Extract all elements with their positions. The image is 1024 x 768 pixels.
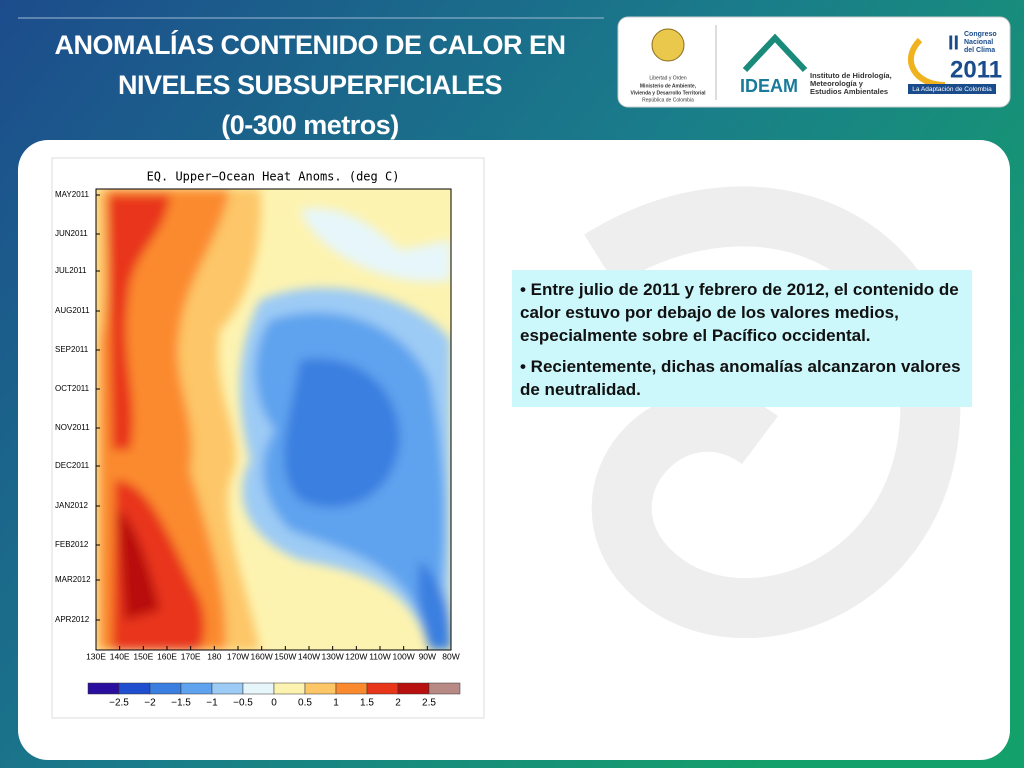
colorbar-swatch (366, 682, 399, 695)
colorbar-swatch (211, 682, 244, 695)
congress-logo: II Congreso Nacional del Clima 2011 La A… (907, 31, 1002, 94)
longitude-labels: 130E 140E 150E 160E 170E 180 170W 160W 150W 140W 1… (86, 646, 460, 661)
logo-text: Meteorología y (810, 79, 864, 88)
colorbar-swatch (397, 682, 430, 695)
longitude-label: 90W (419, 651, 436, 661)
colorbar-swatch (335, 682, 368, 695)
longitude-label: 80W (442, 651, 459, 661)
logo-text: Libertad y Orden (649, 75, 686, 81)
month-label: APR2012 (55, 615, 90, 624)
logo-text: Nacional (964, 39, 993, 46)
month-label: JAN2012 (55, 501, 88, 510)
month-label: DEC2011 (55, 461, 90, 470)
longitude-label: 160W (251, 651, 273, 661)
title: ANOMALÍAS CONTENIDO DE CALOR EN NIVELES … (55, 29, 567, 140)
month-label: JUL2011 (55, 266, 87, 275)
heatmap (96, 189, 451, 650)
plot-frame (95, 188, 452, 651)
month-label: SEP2011 (55, 345, 89, 354)
colorbar-swatch (118, 682, 151, 695)
longitude-label: 140E (110, 651, 130, 661)
title-line: NIVELES SUBSUPERFICIALES (118, 70, 502, 100)
month-label: JUN2011 (55, 229, 88, 238)
bullet-box: • Entre julio de 2011 y febrero de 2012,… (512, 270, 972, 407)
colorbar-label: 0 (271, 698, 277, 709)
logo-text: La Adaptación de Colombia (912, 86, 992, 93)
month-label: OCT2011 (55, 384, 90, 393)
ideam-logo: IDEAM Instituto de Hidrología, Meteorolo… (740, 33, 892, 96)
longitude-label: 130W (322, 651, 344, 661)
logo-text: del Clima (964, 47, 995, 54)
colorbar-swatch (87, 682, 120, 695)
longitude-label: 170W (227, 651, 249, 661)
longitude-label: 150W (274, 651, 296, 661)
longitude-label: 130E (86, 651, 106, 661)
colorbar-swatch (304, 682, 337, 695)
ministry-logo: Libertad y Orden Ministerio de Ambiente,… (630, 28, 706, 103)
title-line: ANOMALÍAS CONTENIDO DE CALOR EN (55, 29, 566, 60)
colorbar-label: −2.5 (109, 698, 129, 709)
logo-text: Vivienda y Desarrollo Territorial (630, 90, 706, 96)
logo-text: II (948, 32, 959, 54)
month-label: MAR2012 (55, 575, 91, 584)
month-label: AUG2011 (55, 306, 90, 315)
colorbar: −2.5 −2 −1.5 −1 −0.5 0 0.5 1 1.5 2 2.5 (87, 682, 461, 709)
bullet: • Recientemente, dichas anomalías alcanz… (520, 357, 961, 399)
longitude-label: 180 (207, 651, 221, 661)
longitude-label: 170E (181, 651, 201, 661)
colorbar-swatch (242, 682, 275, 695)
figure-title: EQ. Upper−Ocean Heat Anoms. (deg C) (147, 170, 400, 184)
bullet: • Entre julio de 2011 y febrero de 2012,… (520, 280, 959, 345)
colorbar-swatch (149, 682, 182, 695)
month-label: FEB2012 (55, 540, 89, 549)
colorbar-label: −1 (206, 698, 218, 709)
longitude-label: 160E (157, 651, 177, 661)
colorbar-label: 2 (395, 698, 401, 709)
title-line: (0-300 metros) (221, 110, 399, 140)
colorbar-label: −1.5 (171, 698, 191, 709)
longitude-label: 140W (298, 651, 320, 661)
colorbar-label: −2 (144, 698, 156, 709)
colorbar-label: 1 (333, 698, 339, 709)
longitude-label: 100W (393, 651, 415, 661)
colorbar-label: 0.5 (298, 698, 312, 709)
logo-text: Ministerio de Ambiente, (640, 83, 697, 89)
colorbar-label: −0.5 (233, 698, 253, 709)
logo-text: IDEAM (740, 76, 798, 96)
longitude-label: 110W (369, 651, 391, 661)
logo-text: Instituto de Hidrología, (810, 71, 892, 80)
colorbar-label: 2.5 (422, 698, 436, 709)
month-label: NOV2011 (55, 423, 90, 432)
logo-text: 2011 (950, 56, 1002, 83)
watermark (584, 186, 961, 638)
month-labels: MAY2011 JUN2011 JUL2011 AUG2011 SEP2011 OCT20… (55, 190, 100, 624)
longitude-label: 120W (345, 651, 367, 661)
logo-text: Estudios Ambientales (810, 87, 888, 96)
longitude-label: 150E (133, 651, 153, 661)
colorbar-swatch (180, 682, 213, 695)
colorbar-label: 1.5 (360, 698, 374, 709)
month-label: MAY2011 (55, 190, 89, 199)
colorbar-swatch (428, 682, 461, 695)
logo-text: Congreso (964, 31, 997, 38)
logo-text: República de Colombia (642, 97, 694, 103)
colorbar-swatch (273, 682, 306, 695)
